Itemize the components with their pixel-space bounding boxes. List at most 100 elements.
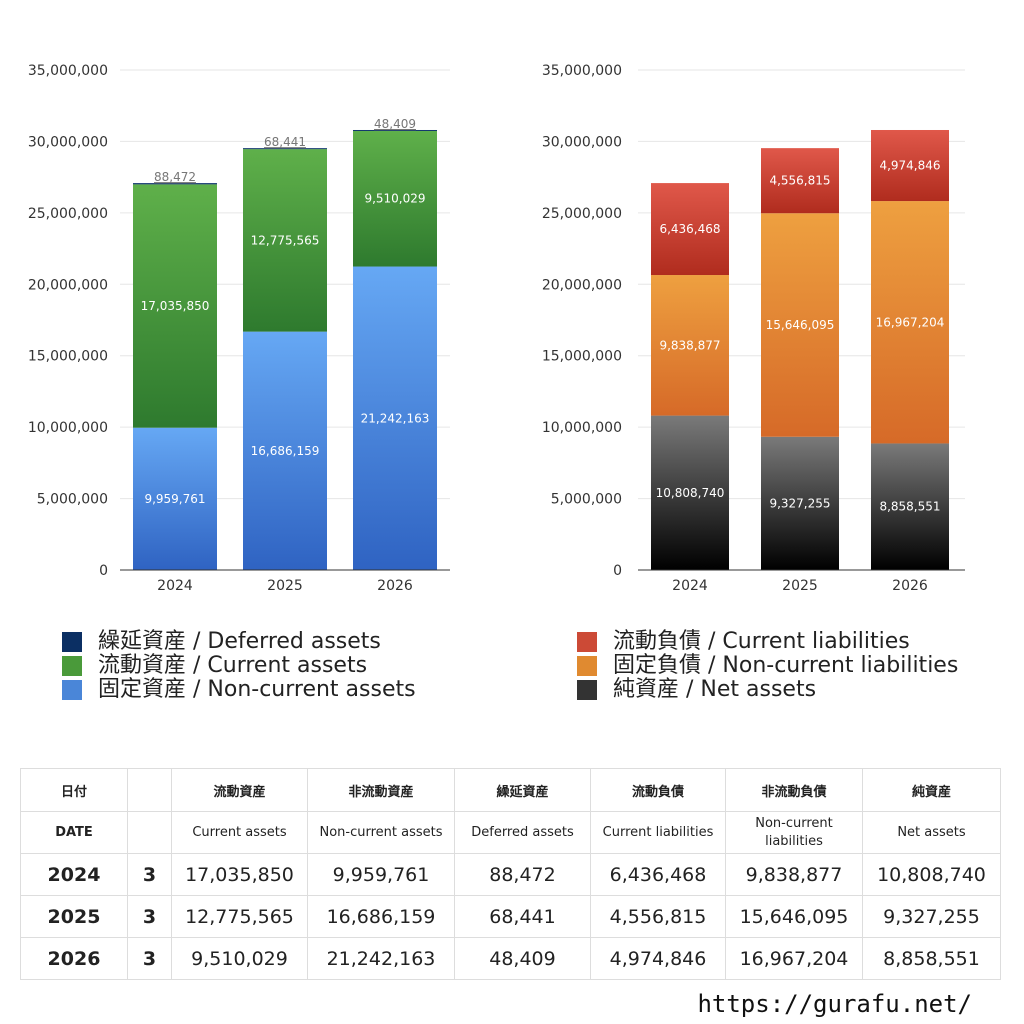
bar-segment bbox=[651, 275, 729, 416]
table-cell: 16,967,204 bbox=[725, 937, 863, 980]
bar-segment bbox=[243, 149, 327, 332]
y-tick-label: 5,000,000 bbox=[37, 492, 108, 508]
x-tick-label: 2025 bbox=[782, 578, 818, 594]
x-tick-label: 2026 bbox=[892, 578, 928, 594]
y-tick-label: 15,000,000 bbox=[542, 349, 622, 365]
table-cell: 9,838,877 bbox=[725, 853, 863, 896]
table-cell: 4,974,846 bbox=[590, 937, 726, 980]
table-cell: 21,242,163 bbox=[307, 937, 455, 980]
bar-segment bbox=[761, 436, 839, 570]
table-body: 2024 3 17,035,850 9,959,761 88,472 6,436,468 9… bbox=[20, 853, 1001, 980]
data-label: 8,858,551 bbox=[879, 500, 940, 514]
header-row-en: DATE Current assets Non-current assets Defe… bbox=[20, 811, 1001, 854]
bar-segment bbox=[761, 213, 839, 437]
bar-segment bbox=[243, 148, 327, 150]
legend-label: 流動資産 / Current assets bbox=[98, 653, 368, 678]
legend-label: 固定資産 / Non-current assets bbox=[98, 677, 416, 702]
legend-label: 流動負債 / Current liabilities bbox=[613, 629, 910, 654]
data-label: 88,472 bbox=[154, 170, 196, 184]
table-cell: 15,646,095 bbox=[725, 895, 863, 938]
header-row-jp: 日付 流動資産 非流動資産 繰延資産 流動負債 非流動負債 純資産 bbox=[20, 768, 1001, 812]
table-cell: 48,409 bbox=[454, 937, 591, 980]
table-cell: 10,808,740 bbox=[862, 853, 1001, 896]
bar-segment bbox=[133, 427, 217, 570]
y-tick-label: 0 bbox=[613, 563, 622, 579]
column-header-jp: 非流動負債 bbox=[725, 768, 863, 812]
bar-segment bbox=[243, 331, 327, 570]
data-label: 9,959,761 bbox=[144, 492, 205, 506]
table-cell: 6,436,468 bbox=[590, 853, 726, 896]
column-header-en: DATE bbox=[20, 811, 128, 854]
data-label: 16,967,204 bbox=[876, 315, 945, 329]
x-tick-label: 2024 bbox=[157, 578, 193, 594]
data-label: 16,686,159 bbox=[251, 444, 320, 458]
bar-segment bbox=[871, 443, 949, 570]
assets-chart: 0 5,000,000 10,000,000 15,000,000 20,000,000… bbox=[28, 63, 450, 594]
table-cell: 88,472 bbox=[454, 853, 591, 896]
table-cell: 68,441 bbox=[454, 895, 591, 938]
row-year: 2025 bbox=[20, 895, 128, 938]
legend-label: 固定負債 / Non-current liabilities bbox=[613, 653, 959, 678]
y-tick-label: 35,000,000 bbox=[28, 63, 108, 79]
data-label: 10,808,740 bbox=[656, 486, 725, 500]
table-cell: 8,858,551 bbox=[862, 937, 1001, 980]
table-row: 2025 3 12,775,565 16,686,159 68,441 4,556,815… bbox=[20, 895, 1001, 938]
table-cell: 9,959,761 bbox=[307, 853, 455, 896]
data-label: 21,242,163 bbox=[361, 411, 430, 425]
y-tick-label: 0 bbox=[99, 563, 108, 579]
column-header-jp: 流動資産 bbox=[171, 768, 308, 812]
table-cell: 12,775,565 bbox=[171, 895, 308, 938]
y-tick-label: 30,000,000 bbox=[542, 134, 622, 150]
bar-segment bbox=[651, 183, 729, 276]
bar-segment bbox=[133, 183, 217, 185]
data-label: 4,556,815 bbox=[769, 174, 830, 188]
data-label: 9,838,877 bbox=[659, 338, 720, 352]
column-header-en: Non-current liabilities bbox=[725, 811, 863, 854]
legend-item: 固定負債 / Non-current liabilities bbox=[577, 654, 958, 678]
y-tick-label: 10,000,000 bbox=[542, 420, 622, 436]
data-label: 9,510,029 bbox=[364, 192, 425, 206]
column-header-jp: 日付 bbox=[20, 768, 128, 812]
x-tick-label: 2024 bbox=[672, 578, 708, 594]
liabilities-legend: 流動負債 / Current liabilities 固定負債 / Non-cur… bbox=[577, 630, 958, 702]
y-tick-label: 30,000,000 bbox=[28, 134, 108, 150]
data-table: 日付 流動資産 非流動資産 繰延資産 流動負債 非流動負債 純資産 DATE Current … bbox=[20, 768, 1001, 980]
column-header-jp bbox=[127, 768, 172, 812]
column-header-en: Current liabilities bbox=[590, 811, 726, 854]
data-label: 4,974,846 bbox=[879, 159, 940, 173]
legend-item: 繰延資産 / Deferred assets bbox=[62, 630, 416, 654]
data-label: 12,775,565 bbox=[251, 233, 320, 247]
bar-segment bbox=[651, 415, 729, 570]
legend-swatch bbox=[577, 632, 597, 652]
data-label: 9,327,255 bbox=[769, 496, 830, 510]
y-tick-label: 15,000,000 bbox=[28, 349, 108, 365]
row-month: 3 bbox=[127, 895, 172, 938]
legend-swatch bbox=[577, 680, 597, 700]
legend-label: 純資産 / Net assets bbox=[613, 677, 817, 702]
column-header-en bbox=[127, 811, 172, 854]
footer-url[interactable]: https://gurafu.net/ bbox=[697, 990, 972, 1018]
column-header-jp: 非流動資産 bbox=[307, 768, 455, 812]
table-cell: 16,686,159 bbox=[307, 895, 455, 938]
charts-area: 0 5,000,000 10,000,000 15,000,000 20,000,000… bbox=[28, 63, 965, 594]
column-header-jp: 純資産 bbox=[862, 768, 1001, 812]
table-cell: 9,510,029 bbox=[171, 937, 308, 980]
table-cell: 17,035,850 bbox=[171, 853, 308, 896]
x-tick-label: 2025 bbox=[267, 578, 303, 594]
liabilities-chart: 0 5,000,000 10,000,000 15,000,000 20,000,000… bbox=[542, 63, 965, 594]
row-year: 2024 bbox=[20, 853, 128, 896]
table-cell: 9,327,255 bbox=[862, 895, 1001, 938]
legend-swatch bbox=[577, 656, 597, 676]
row-month: 3 bbox=[127, 853, 172, 896]
y-tick-label: 5,000,000 bbox=[551, 492, 622, 508]
data-label: 6,436,468 bbox=[659, 222, 720, 236]
legend-label: 繰延資産 / Deferred assets bbox=[98, 629, 381, 654]
assets-legend: 繰延資産 / Deferred assets 流動資産 / Current ass… bbox=[62, 630, 416, 702]
y-tick-label: 35,000,000 bbox=[542, 63, 622, 79]
legend-swatch bbox=[62, 632, 82, 652]
y-tick-label: 20,000,000 bbox=[28, 277, 108, 293]
data-label: 17,035,850 bbox=[141, 299, 210, 313]
bar-segment bbox=[761, 148, 839, 214]
row-month: 3 bbox=[127, 937, 172, 980]
y-tick-label: 25,000,000 bbox=[542, 206, 622, 222]
